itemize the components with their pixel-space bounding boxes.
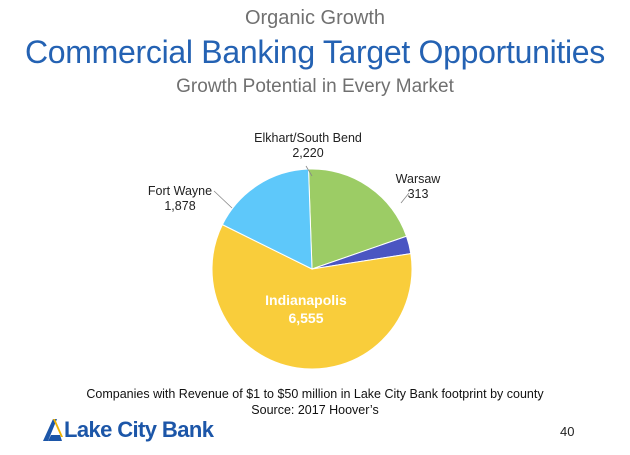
slice-value-warsaw: 313 bbox=[408, 187, 429, 201]
bank-logo-text: Lake City Bank bbox=[64, 417, 214, 442]
bank-logo: Lake City Bank bbox=[40, 413, 214, 447]
slice-name-fort-wayne: Fort Wayne bbox=[148, 184, 212, 198]
slice-name-indianapolis: Indianapolis bbox=[265, 292, 347, 308]
leader-line-fort-wayne bbox=[213, 190, 233, 209]
leader-line-warsaw bbox=[400, 192, 410, 204]
leader-line-elkhart-south-bend bbox=[305, 165, 313, 177]
chart-source: Source: 2017 Hoover’s bbox=[251, 403, 379, 417]
pie-slice-indianapolis bbox=[211, 223, 413, 370]
slice-value-fort-wayne: 1,878 bbox=[164, 199, 195, 213]
slice-value-elkhart-south-bend: 2,220 bbox=[292, 146, 323, 160]
slice-name-elkhart-south-bend: Elkhart/South Bend bbox=[254, 131, 362, 145]
page-number: 40 bbox=[560, 424, 575, 439]
chart-footnote: Companies with Revenue of $1 to $50 mill… bbox=[86, 387, 544, 401]
slide-kicker: Organic Growth bbox=[244, 7, 386, 29]
pie-slice-elkhart-south-bend bbox=[307, 168, 408, 270]
slice-name-warsaw: Warsaw bbox=[396, 172, 442, 186]
slide-title: Commercial Banking Target Opportunities bbox=[25, 34, 605, 70]
pie-slice-fort-wayne bbox=[221, 168, 313, 270]
slide-subtitle: Growth Potential in Every Market bbox=[176, 76, 454, 97]
bank-logo-mark-icon bbox=[43, 419, 63, 441]
slice-value-indianapolis: 6,555 bbox=[288, 310, 323, 326]
